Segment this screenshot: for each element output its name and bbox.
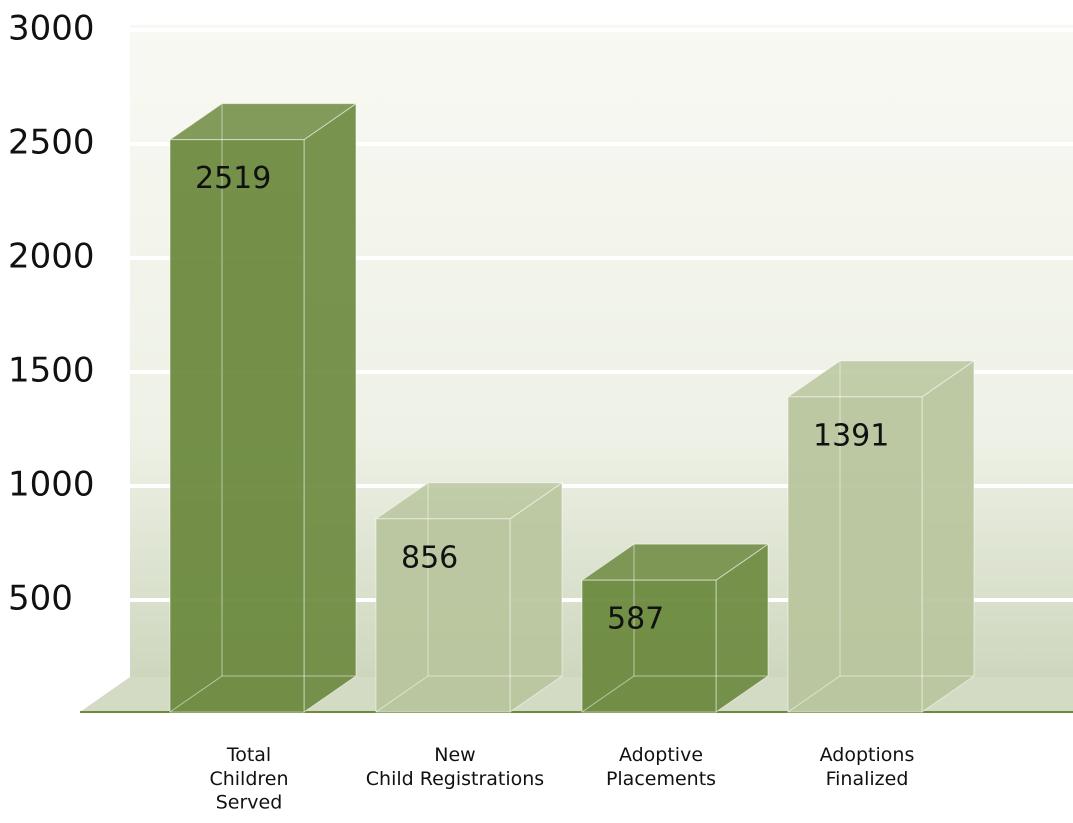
x-tick-label: Adoptive Placements: [606, 744, 716, 790]
y-tick-label: 3000: [8, 9, 95, 49]
y-tick-label: 1500: [8, 351, 95, 391]
bar: [168, 102, 358, 713]
bar-front: [375, 518, 511, 713]
bar-front: [169, 139, 305, 713]
x-tick-label: Total Children Served: [209, 744, 288, 814]
y-tick-label: 500: [8, 579, 73, 619]
bar-side: [921, 359, 975, 713]
bar: [374, 481, 564, 713]
x-tick-label: Adoptions Finalized: [820, 744, 915, 790]
bar-side: [303, 102, 357, 713]
value-label: 1391: [813, 418, 889, 453]
value-label: 856: [401, 540, 458, 575]
bar-front: [787, 396, 923, 713]
x-tick-label: New Child Registrations: [366, 744, 544, 790]
bar-front: [581, 579, 717, 713]
bar: [786, 359, 976, 713]
y-tick-label: 1000: [8, 465, 95, 505]
value-label: 2519: [195, 161, 271, 196]
bars: [168, 102, 976, 713]
y-tick-label: 2000: [8, 237, 95, 277]
bar-side: [509, 481, 563, 713]
bar: [580, 543, 770, 713]
value-label: 587: [607, 602, 664, 637]
y-tick-label: 2500: [8, 123, 95, 163]
